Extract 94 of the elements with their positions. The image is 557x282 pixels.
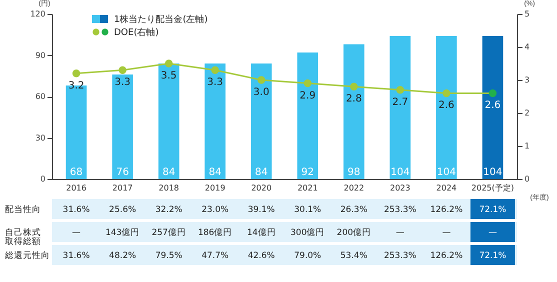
point (118, 66, 126, 74)
point (304, 79, 312, 88)
y-tick-label: 0 (40, 174, 46, 184)
bar (343, 44, 364, 179)
x-tick-label: 2016 (66, 184, 86, 192)
data-label: 2.6 (484, 100, 501, 112)
x-tick-label: 2021 (297, 184, 318, 192)
text: 72.1% (479, 251, 506, 261)
x-tick-label: 2025(予定) (471, 184, 514, 192)
y-tick-label: 120 (30, 10, 46, 18)
bar (250, 64, 272, 179)
text: 126.2% (430, 205, 463, 215)
text: 79.0% (294, 251, 322, 261)
x-tick-label: 2020 (251, 184, 272, 192)
text: — (72, 228, 82, 238)
x-tick-label: 2018 (158, 184, 180, 192)
data-label: 104 (483, 167, 502, 178)
data-label: 2.9 (300, 90, 316, 102)
text: — (396, 228, 405, 238)
y2-tick-label: 0 (524, 174, 530, 184)
y-tick-label: 30 (35, 133, 46, 142)
data-label: 98 (348, 167, 360, 178)
x-tick-label: 2019 (204, 184, 226, 192)
bar (112, 74, 133, 179)
x-tick-label: 2017 (112, 184, 133, 192)
text: 30.1% (294, 205, 322, 215)
x-tick-label: 2023 (390, 184, 410, 192)
data-label: 68 (70, 167, 83, 178)
bar (158, 64, 180, 179)
x-tick-label: 2022 (344, 184, 364, 192)
text: 総還元性向 (4, 250, 50, 261)
point (164, 60, 173, 68)
data-label: 3.3 (207, 77, 224, 88)
data-label: 76 (116, 167, 129, 178)
text: 配当性向 (5, 204, 41, 215)
legend-label: 1株当たり配当金(左軸) (114, 14, 208, 25)
data-label: 104 (390, 167, 410, 178)
text: 79.5% (155, 251, 182, 261)
text: 32.2% (155, 205, 182, 215)
text: 23.0% (202, 205, 229, 215)
text: 14億円 (246, 227, 276, 238)
text: 253.3% (384, 251, 416, 261)
text: 186億円 (198, 227, 232, 238)
y-tick-label: 60 (35, 92, 46, 101)
text: — (488, 228, 498, 238)
text: 31.6% (62, 205, 90, 215)
text: 26.3% (340, 205, 368, 215)
data-label: 3.0 (253, 87, 270, 98)
text: 53.4% (340, 251, 368, 261)
bar (204, 64, 226, 179)
text: 257億円 (152, 227, 186, 238)
y2-tick-label: 1 (524, 142, 530, 150)
bar (436, 36, 457, 179)
y2-tick-label: 3 (524, 76, 530, 84)
data-label: 2.8 (346, 94, 362, 105)
y-tick-label: 90 (35, 50, 46, 60)
data-label: 3.3 (114, 77, 131, 88)
data-label: 2.7 (392, 96, 408, 108)
text: 自己株式取得総額 (5, 227, 41, 247)
point (211, 66, 219, 74)
point (72, 70, 80, 78)
text: 253.3% (384, 205, 416, 215)
text: 47.7% (202, 251, 229, 261)
legend-label: DOE(右軸) (114, 27, 159, 38)
data-label: 104 (436, 167, 456, 178)
point (396, 86, 404, 94)
point (350, 82, 358, 90)
text: 300億円 (290, 227, 325, 238)
y2-tick-label: 4 (524, 42, 530, 52)
data-label: 84 (208, 167, 222, 178)
text: 31.6% (62, 251, 90, 261)
text: 126.2% (430, 251, 463, 261)
text: 143億円 (105, 227, 140, 238)
bar (297, 52, 318, 179)
text: — (442, 228, 452, 238)
point (257, 76, 266, 84)
data-label: 84 (255, 167, 268, 178)
bar (390, 36, 411, 179)
point (442, 89, 450, 98)
x-tick-label: 2024 (436, 184, 457, 192)
data-label: 84 (162, 167, 176, 178)
text: 72.1% (479, 205, 506, 215)
text: 25.6% (109, 205, 136, 215)
text: 42.6% (248, 251, 275, 261)
text: 48.2% (109, 251, 136, 261)
text: 39.1% (248, 205, 275, 215)
y2-tick-label: 5 (524, 10, 530, 18)
text: 200億円 (336, 227, 372, 238)
point (488, 89, 497, 98)
data-label: 3.5 (160, 70, 177, 82)
bar (482, 36, 504, 179)
y2-tick-label: 2 (524, 108, 530, 118)
data-label: 92 (301, 167, 314, 178)
data-label: 2.6 (438, 100, 454, 112)
